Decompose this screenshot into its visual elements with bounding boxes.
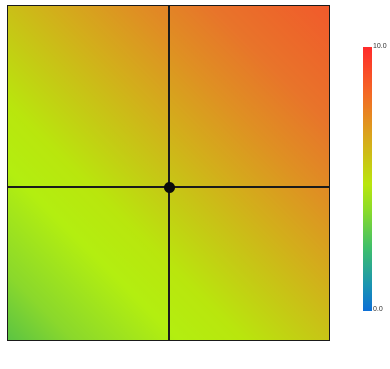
crosshair-vertical-line [168,6,170,340]
colorbar-max-label: 10.0 [373,43,387,50]
colorbar-min-label: 0.0 [373,306,383,313]
crosshair-marker[interactable] [163,181,175,193]
colorbar [363,47,372,311]
color-field-plot[interactable] [7,5,330,341]
